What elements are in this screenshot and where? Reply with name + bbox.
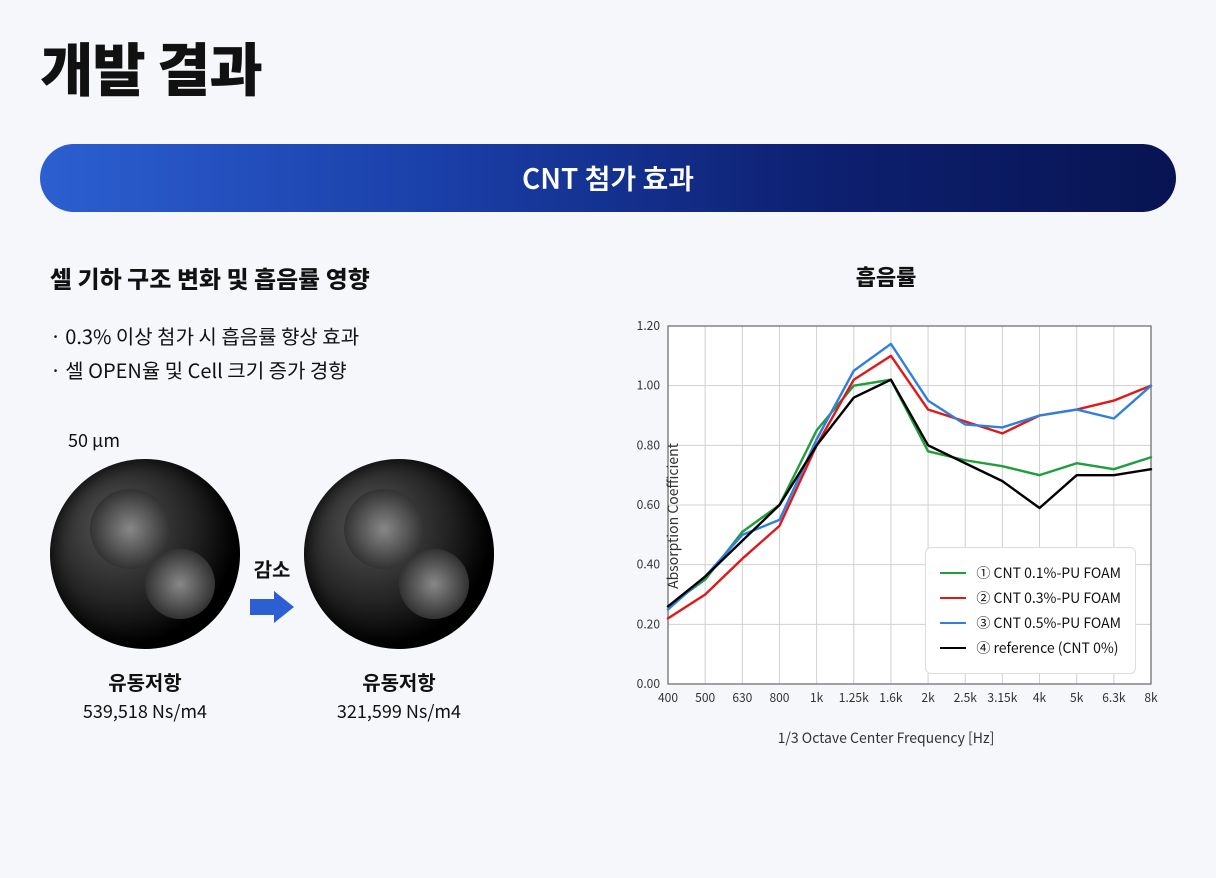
svg-text:2.5k: 2.5k: [954, 689, 978, 706]
svg-text:0.00: 0.00: [637, 675, 661, 692]
legend-item: ④ reference (CNT 0%): [940, 638, 1121, 658]
svg-text:6.3k: 6.3k: [1102, 689, 1126, 706]
arrow-column: 감소: [250, 554, 294, 630]
svg-text:1.00: 1.00: [637, 377, 661, 394]
svg-text:8k: 8k: [1144, 689, 1158, 706]
svg-text:1.25k: 1.25k: [839, 689, 869, 706]
arrow-label: 감소: [250, 554, 294, 583]
chart-ylabel: Absorption Coefficient: [663, 443, 683, 589]
legend-label: ④ reference (CNT 0%): [976, 638, 1118, 658]
legend-swatch: [940, 622, 966, 624]
chart-title: 흡음률: [606, 260, 1166, 292]
svg-text:5k: 5k: [1070, 689, 1084, 706]
legend-label: ① CNT 0.1%-PU FOAM: [976, 563, 1121, 583]
svg-text:1.6k: 1.6k: [879, 689, 903, 706]
left-subhead: 셀 기하 구조 변화 및 흡음률 영향: [50, 260, 566, 295]
legend-swatch: [940, 597, 966, 599]
section-banner: CNT 첨가 효과: [40, 144, 1176, 212]
svg-text:4k: 4k: [1033, 689, 1047, 706]
legend-swatch: [940, 647, 966, 649]
micrograph-1-image: [50, 459, 240, 649]
arrow-right-icon: [250, 589, 294, 625]
micrograph-1-col: 유동저항 539,518 Ns/m4: [50, 459, 240, 724]
micrograph-1-caption-title: 유동저항: [50, 667, 240, 696]
svg-text:0.20: 0.20: [637, 615, 661, 632]
svg-text:1.20: 1.20: [637, 317, 661, 334]
absorption-chart: Absorption Coefficient 0.00 0.20 0.40 0.60 0…: [606, 306, 1166, 726]
bullet-item: 0.3% 이상 첨가 시 흡음률 향상 효과: [50, 319, 566, 353]
legend-label: ③ CNT 0.5%-PU FOAM: [976, 613, 1121, 633]
micrograph-2-image: [304, 459, 494, 649]
svg-text:500: 500: [695, 689, 715, 706]
micrograph-1-caption-value: 539,518 Ns/m4: [50, 698, 240, 724]
svg-text:1k: 1k: [810, 689, 824, 706]
svg-text:0.80: 0.80: [637, 436, 661, 453]
scale-label: 50 µm: [68, 427, 566, 453]
micrograph-2-caption-title: 유동저항: [304, 667, 494, 696]
bullet-item: 셀 OPEN율 및 Cell 크기 증가 경향: [50, 353, 566, 387]
svg-text:0.60: 0.60: [637, 496, 661, 513]
chart-xlabel: 1/3 Octave Center Frequency [Hz]: [606, 728, 1166, 748]
svg-text:400: 400: [658, 689, 678, 706]
legend-swatch: [940, 572, 966, 574]
svg-text:2k: 2k: [921, 689, 935, 706]
page-title: 개발 결과: [40, 24, 1176, 108]
legend-label: ② CNT 0.3%-PU FOAM: [976, 588, 1121, 608]
micrograph-2-caption-value: 321,599 Ns/m4: [304, 698, 494, 724]
left-column: 셀 기하 구조 변화 및 흡음률 영향 0.3% 이상 첨가 시 흡음률 향상 …: [50, 260, 566, 748]
bullet-list: 0.3% 이상 첨가 시 흡음률 향상 효과 셀 OPEN율 및 Cell 크기…: [50, 319, 566, 387]
svg-text:630: 630: [732, 689, 752, 706]
content-row: 셀 기하 구조 변화 및 흡음률 영향 0.3% 이상 첨가 시 흡음률 향상 …: [40, 260, 1176, 748]
legend-item: ③ CNT 0.5%-PU FOAM: [940, 613, 1121, 633]
svg-text:800: 800: [769, 689, 789, 706]
legend-item: ① CNT 0.1%-PU FOAM: [940, 563, 1121, 583]
legend-item: ② CNT 0.3%-PU FOAM: [940, 588, 1121, 608]
micrograph-2-col: 유동저항 321,599 Ns/m4: [304, 459, 494, 724]
chart-legend: ① CNT 0.1%-PU FOAM ② CNT 0.3%-PU FOAM ③ CN…: [925, 547, 1136, 674]
micrograph-row: 유동저항 539,518 Ns/m4 감소 유동저항 321,599 Ns/m4: [50, 459, 566, 724]
svg-text:0.40: 0.40: [637, 556, 661, 573]
right-column: 흡음률 Absorption Coefficient 0.00 0.20 0.40 0…: [606, 260, 1166, 748]
svg-text:3.15k: 3.15k: [987, 689, 1017, 706]
